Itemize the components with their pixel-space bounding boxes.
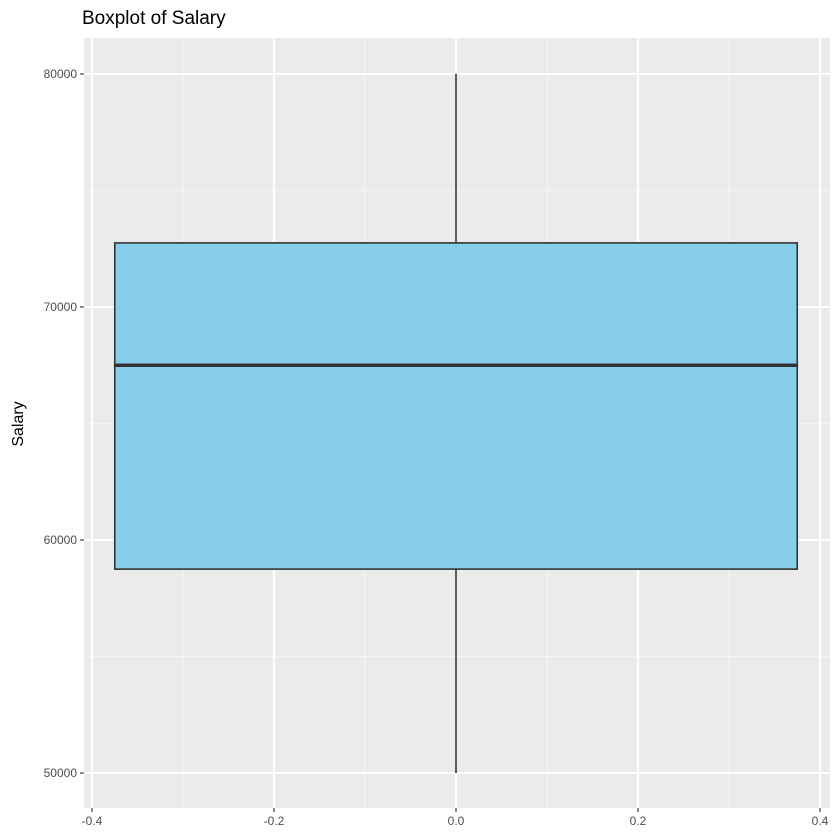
y-tick-label: 80000 <box>44 67 78 81</box>
x-tick-label: 0.4 <box>812 814 829 828</box>
y-tick-label: 70000 <box>44 300 78 314</box>
box-iqr <box>113 242 799 570</box>
x-tick-label: 0.2 <box>630 814 647 828</box>
y-axis-label: Salary <box>10 401 27 446</box>
x-tick-label: -0.2 <box>264 814 285 828</box>
box-layer <box>113 74 799 773</box>
y-axis-ticks: 50000 60000 70000 80000 <box>44 67 84 780</box>
y-tick-label: 60000 <box>44 533 78 547</box>
x-tick-label: 0.0 <box>448 814 465 828</box>
y-tick-label: 50000 <box>44 766 78 780</box>
x-axis-ticks: -0.4 -0.2 0.0 0.2 0.4 <box>82 808 829 828</box>
chart-title: Boxplot of Salary <box>82 8 226 29</box>
x-tick-label: -0.4 <box>82 814 103 828</box>
